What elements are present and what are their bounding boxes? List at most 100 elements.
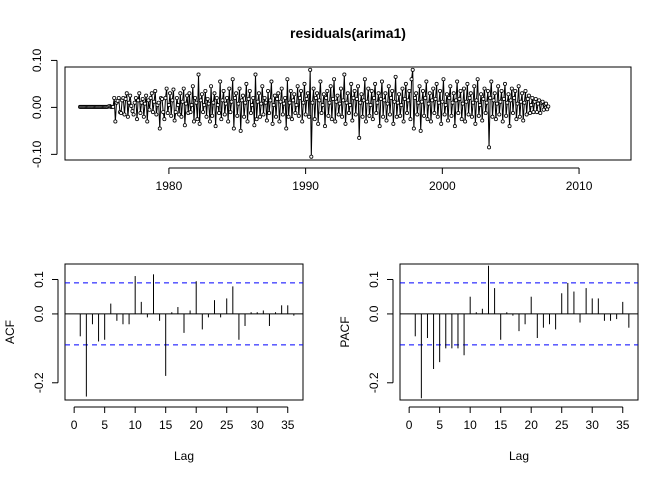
- series-point: [221, 88, 226, 93]
- series-point: [418, 128, 423, 133]
- series-point: [441, 77, 446, 82]
- series-point: [273, 114, 278, 119]
- plot-frame: [64, 263, 304, 401]
- series-point: [538, 111, 543, 116]
- series-point: [203, 88, 208, 93]
- series-point: [327, 100, 332, 105]
- series-point: [222, 112, 227, 117]
- series-point: [368, 103, 373, 108]
- series-point: [144, 93, 149, 98]
- series-point: [353, 112, 358, 117]
- series-point: [467, 96, 472, 101]
- series-point: [334, 99, 339, 104]
- series-point: [490, 114, 495, 119]
- series-point: [293, 111, 298, 116]
- series-point: [304, 96, 309, 101]
- series-point: [384, 118, 389, 123]
- series-point: [492, 91, 497, 96]
- series-point: [332, 77, 337, 82]
- series-point: [471, 100, 476, 105]
- series-point: [533, 96, 538, 101]
- series-point: [489, 79, 494, 84]
- series-point: [134, 117, 139, 122]
- series-point: [546, 104, 551, 109]
- series-point: [341, 98, 346, 103]
- series-point: [136, 98, 141, 103]
- series-line: [80, 69, 549, 157]
- series-point: [161, 110, 166, 115]
- x-tick-label: 25: [220, 418, 234, 432]
- series-point: [321, 92, 326, 97]
- x-tick-label: 20: [190, 418, 204, 432]
- series-point: [319, 111, 324, 116]
- series-point: [261, 112, 266, 117]
- series-point: [229, 99, 234, 104]
- series-point: [168, 91, 173, 96]
- series-point: [214, 96, 219, 101]
- series-point: [387, 112, 392, 117]
- series-point: [354, 96, 359, 101]
- series-point: [123, 96, 128, 101]
- series-point: [411, 126, 416, 131]
- series-point: [363, 119, 368, 124]
- series-point: [371, 96, 376, 101]
- series-point: [111, 104, 116, 109]
- series-point: [292, 92, 297, 97]
- series-point: [162, 117, 167, 122]
- series-point: [468, 91, 473, 96]
- series-point: [147, 107, 152, 112]
- series-point: [172, 118, 177, 123]
- series-point: [112, 96, 117, 101]
- plot-frame: [399, 263, 639, 401]
- series-point: [523, 88, 528, 93]
- series-point: [352, 88, 357, 93]
- series-point: [349, 81, 354, 86]
- series-point: [410, 67, 415, 72]
- series-point: [204, 114, 209, 119]
- series-point: [529, 103, 534, 108]
- series-point: [499, 88, 504, 93]
- x-tick-label: 2010: [566, 179, 593, 193]
- series-point: [301, 100, 306, 105]
- series-point: [198, 98, 203, 103]
- series-point: [507, 124, 512, 129]
- series-point: [400, 86, 405, 91]
- series-point: [318, 79, 323, 84]
- series-point: [235, 113, 240, 118]
- series-point: [345, 91, 350, 96]
- series-point: [230, 77, 235, 82]
- series-point: [287, 100, 292, 105]
- series-point: [218, 79, 223, 84]
- series-point: [480, 118, 485, 123]
- series-point: [170, 98, 175, 103]
- series-point: [231, 126, 236, 131]
- series-point: [481, 96, 486, 101]
- series-point: [137, 91, 142, 96]
- series-point: [476, 113, 481, 118]
- series-point: [305, 91, 310, 96]
- series-point: [181, 86, 186, 91]
- series-point: [236, 101, 241, 106]
- series-point: [515, 101, 520, 106]
- series-point: [350, 118, 355, 123]
- series-point: [477, 103, 482, 108]
- series-point: [310, 100, 315, 105]
- series-point: [409, 77, 414, 82]
- series-point: [131, 112, 136, 117]
- series-point: [406, 98, 411, 103]
- series-point: [232, 96, 237, 101]
- series-point: [493, 117, 498, 122]
- series-point: [228, 110, 233, 115]
- series-point: [163, 96, 168, 101]
- series-point: [128, 93, 133, 98]
- series-point: [346, 111, 351, 116]
- series-point: [512, 96, 517, 101]
- series-point: [253, 72, 258, 77]
- series-point: [152, 99, 157, 104]
- series-point: [248, 111, 253, 116]
- series-point: [397, 92, 402, 97]
- x-tick-label: 30: [586, 418, 600, 432]
- series-point: [544, 101, 549, 106]
- series-point: [457, 96, 462, 101]
- series-point: [275, 96, 280, 101]
